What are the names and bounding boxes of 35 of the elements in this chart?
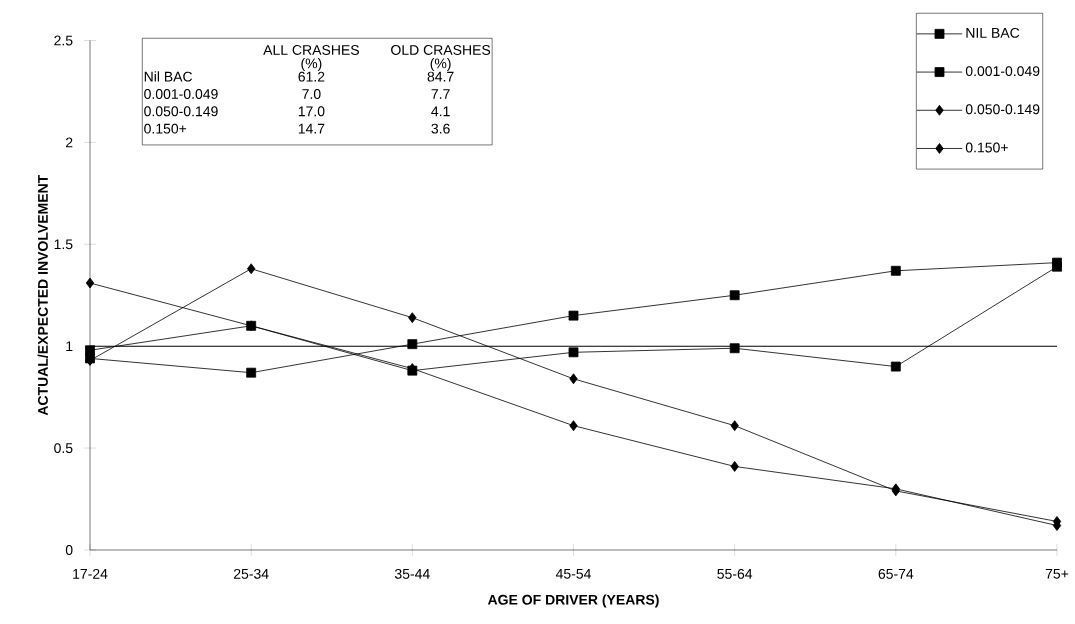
annotation: 3.6 xyxy=(431,123,450,134)
annotation: OLD CRASHES xyxy=(391,45,491,55)
annotation: 0.150+ xyxy=(144,123,187,134)
y-tick-label: 0.5 xyxy=(54,443,73,454)
y-axis-title: ACTUAL/EXPECTED INVOLVEMENT xyxy=(37,174,49,416)
annotation: 61.2 xyxy=(298,71,325,82)
y-tick-label: 0 xyxy=(65,545,73,555)
x-tick-label: 35-44 xyxy=(394,568,430,579)
annotation: 7.0 xyxy=(302,89,321,99)
annotation: (%) xyxy=(430,57,451,72)
annotation: (%) xyxy=(301,57,322,72)
annotation: ALL CRASHES xyxy=(263,45,359,55)
annotation: 4.1 xyxy=(431,106,450,117)
x-tick-label: 65-74 xyxy=(878,568,914,579)
legend-label: 0.150+ xyxy=(965,142,1008,153)
annotation: 0.050-0.149 xyxy=(144,106,218,117)
x-tick-label: 55-64 xyxy=(717,568,753,579)
x-tick-label: 45-54 xyxy=(555,568,591,579)
x-tick-label: 17-24 xyxy=(73,568,108,579)
annotation: 0.001-0.049 xyxy=(144,89,218,99)
legend-label: 0.001-0.049 xyxy=(965,66,1040,77)
annotation: Nil BAC xyxy=(144,71,193,82)
legend-label: NIL BAC xyxy=(966,27,1020,38)
y-tick-label: 2 xyxy=(66,137,73,148)
y-tick-label: 1 xyxy=(66,341,73,352)
x-tick-label: 75+ xyxy=(1045,568,1069,579)
legend-label: 0.050-0.149 xyxy=(965,104,1040,115)
x-tick-label: 25-34 xyxy=(233,568,269,579)
annotation: 7.7 xyxy=(431,89,450,99)
x-axis-title: AGE OF DRIVER (YEARS) xyxy=(487,594,659,608)
annotation: 14.7 xyxy=(298,123,325,134)
annotation: 17.0 xyxy=(298,106,325,117)
y-tick-label: 1.5 xyxy=(54,239,73,250)
y-tick-label: 2.5 xyxy=(54,35,73,46)
annotation: 84.7 xyxy=(427,71,454,82)
